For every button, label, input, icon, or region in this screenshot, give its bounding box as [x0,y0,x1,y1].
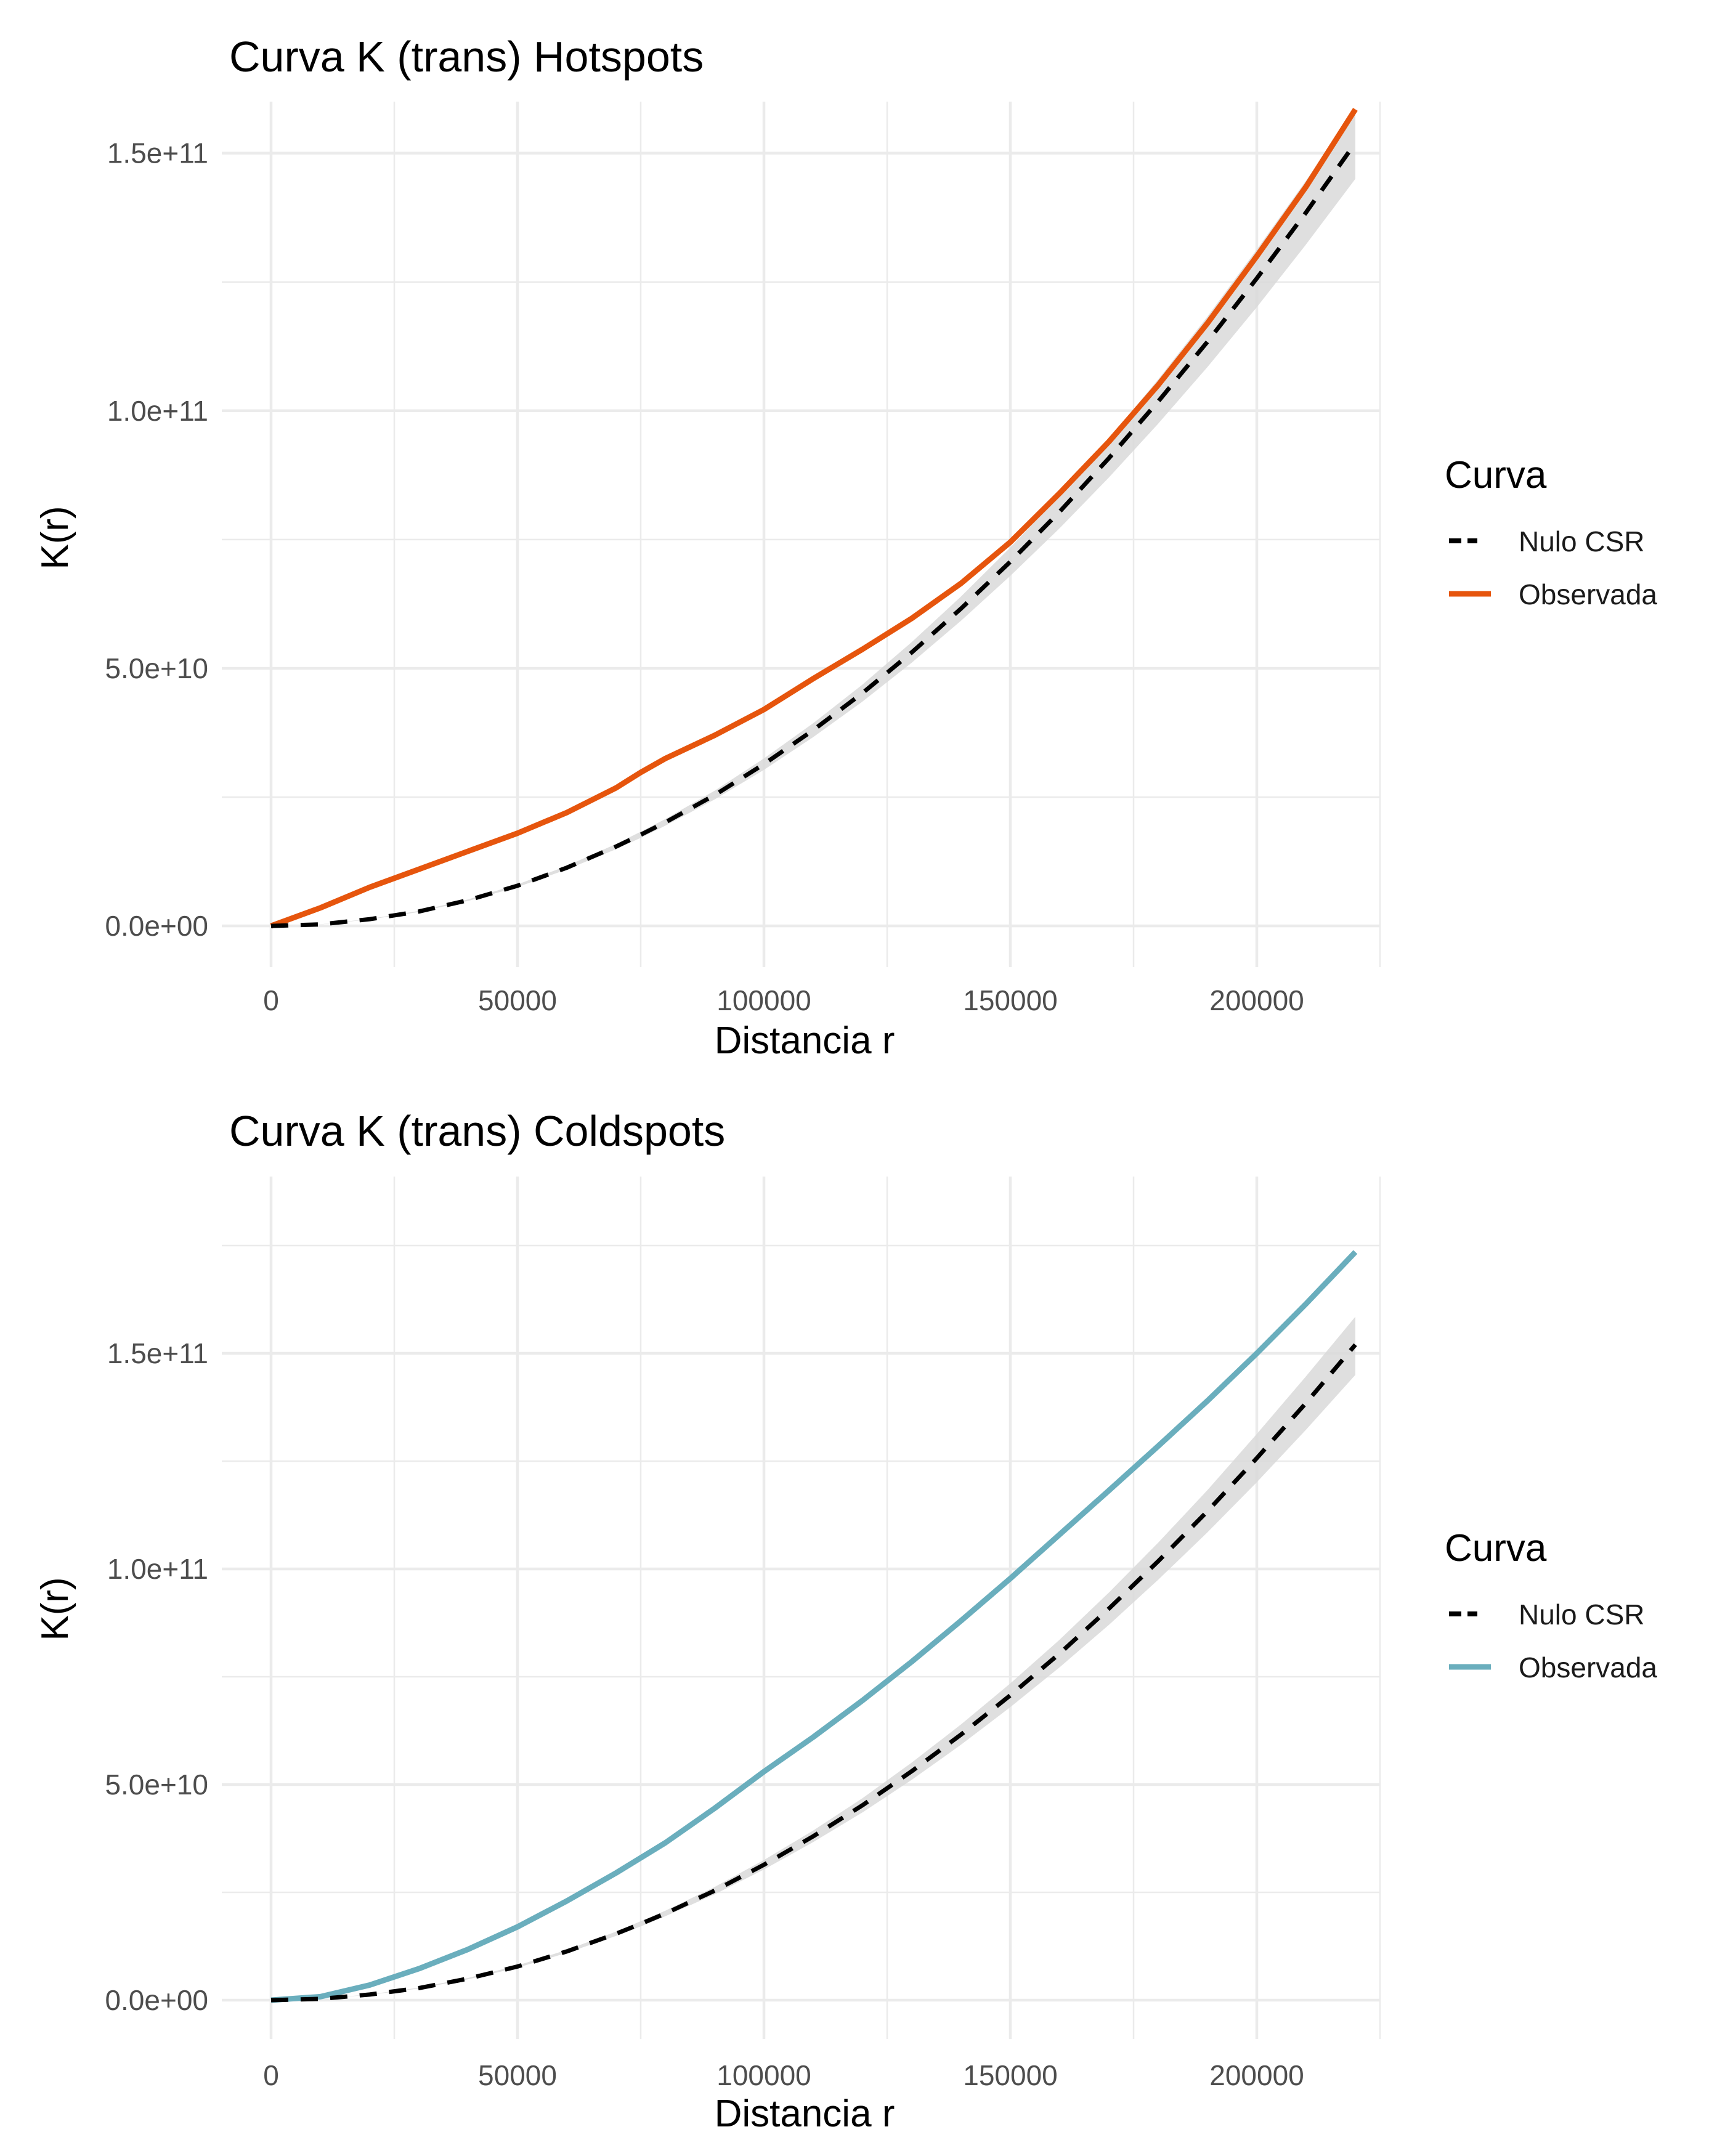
legend-item-observed: Observada [1449,578,1657,610]
legend-label: Nulo CSR [1519,1599,1645,1631]
observed-line-hotspots [270,108,1358,929]
x-tick-label: 50000 [478,984,557,1016]
y-tick-label: 5.0e+10 [105,1769,208,1801]
legend-item-observed: Observada [1449,1651,1657,1684]
legend-item-null: Nulo CSR [1449,1599,1645,1631]
legend-label: Observada [1519,578,1657,610]
panel-hotspots: Curva K (trans) Hotspots 0.0e+00 5.0e+10 1… [34,33,1657,1062]
y-axis-ticks: 0.0e+00 5.0e+10 1.0e+11 1.5e+11 [105,137,208,942]
csr-envelope-ribbon [271,1316,1355,2000]
panel-coldspots: Curva K (trans) Coldspots 0.0e+00 5.0e+10… [34,1107,1657,2135]
x-tick-label: 200000 [1209,2059,1304,2091]
legend-title: Curva [1445,454,1547,496]
csr-envelope-ribbon [271,109,1355,926]
x-tick-label: 100000 [716,984,811,1016]
x-axis-ticks: 0 50000 100000 150000 200000 [263,2059,1304,2091]
legend-label: Nulo CSR [1519,525,1645,557]
y-tick-label: 0.0e+00 [105,910,208,942]
csr-envelope [271,1316,1355,2000]
chart-title: Curva K (trans) Coldspots [229,1107,725,1155]
csr-envelope [271,109,1355,926]
y-tick-label: 0.0e+00 [105,1984,208,2016]
y-tick-label: 1.0e+11 [107,1553,208,1585]
grid [222,1177,1381,2039]
y-tick-label: 1.0e+11 [107,395,208,427]
y-axis-title: K(r) [34,506,76,569]
x-axis-title: Distancia r [715,2093,895,2135]
y-tick-label: 1.5e+11 [107,137,208,169]
x-tick-label: 0 [263,984,279,1016]
x-tick-label: 100000 [716,2059,811,2091]
chart-title: Curva K (trans) Hotspots [229,33,704,81]
x-tick-label: 150000 [963,984,1058,1016]
legend: Curva Nulo CSR Observada [1445,1527,1657,1684]
legend-title: Curva [1445,1527,1547,1570]
observed-line-coldspots [270,1250,1358,2003]
y-tick-label: 5.0e+10 [105,652,208,684]
series [270,1250,1358,2003]
x-tick-label: 0 [263,2059,279,2091]
null-csr-line [270,141,1357,928]
legend-label: Observada [1519,1651,1657,1684]
y-axis-title: K(r) [34,1577,76,1640]
x-axis-title: Distancia r [715,1019,895,1062]
legend-item-null: Nulo CSR [1449,525,1645,557]
null-csr-line [270,1343,1357,2003]
x-tick-label: 50000 [478,2059,557,2091]
x-tick-label: 150000 [963,2059,1058,2091]
x-axis-ticks: 0 50000 100000 150000 200000 [263,984,1304,1016]
series [270,108,1358,929]
grid [222,102,1381,967]
x-tick-label: 200000 [1209,984,1304,1016]
legend: Curva Nulo CSR Observada [1445,454,1657,610]
y-axis-ticks: 0.0e+00 5.0e+10 1.0e+11 1.5e+11 [105,1337,208,2016]
y-tick-label: 1.5e+11 [107,1337,208,1369]
